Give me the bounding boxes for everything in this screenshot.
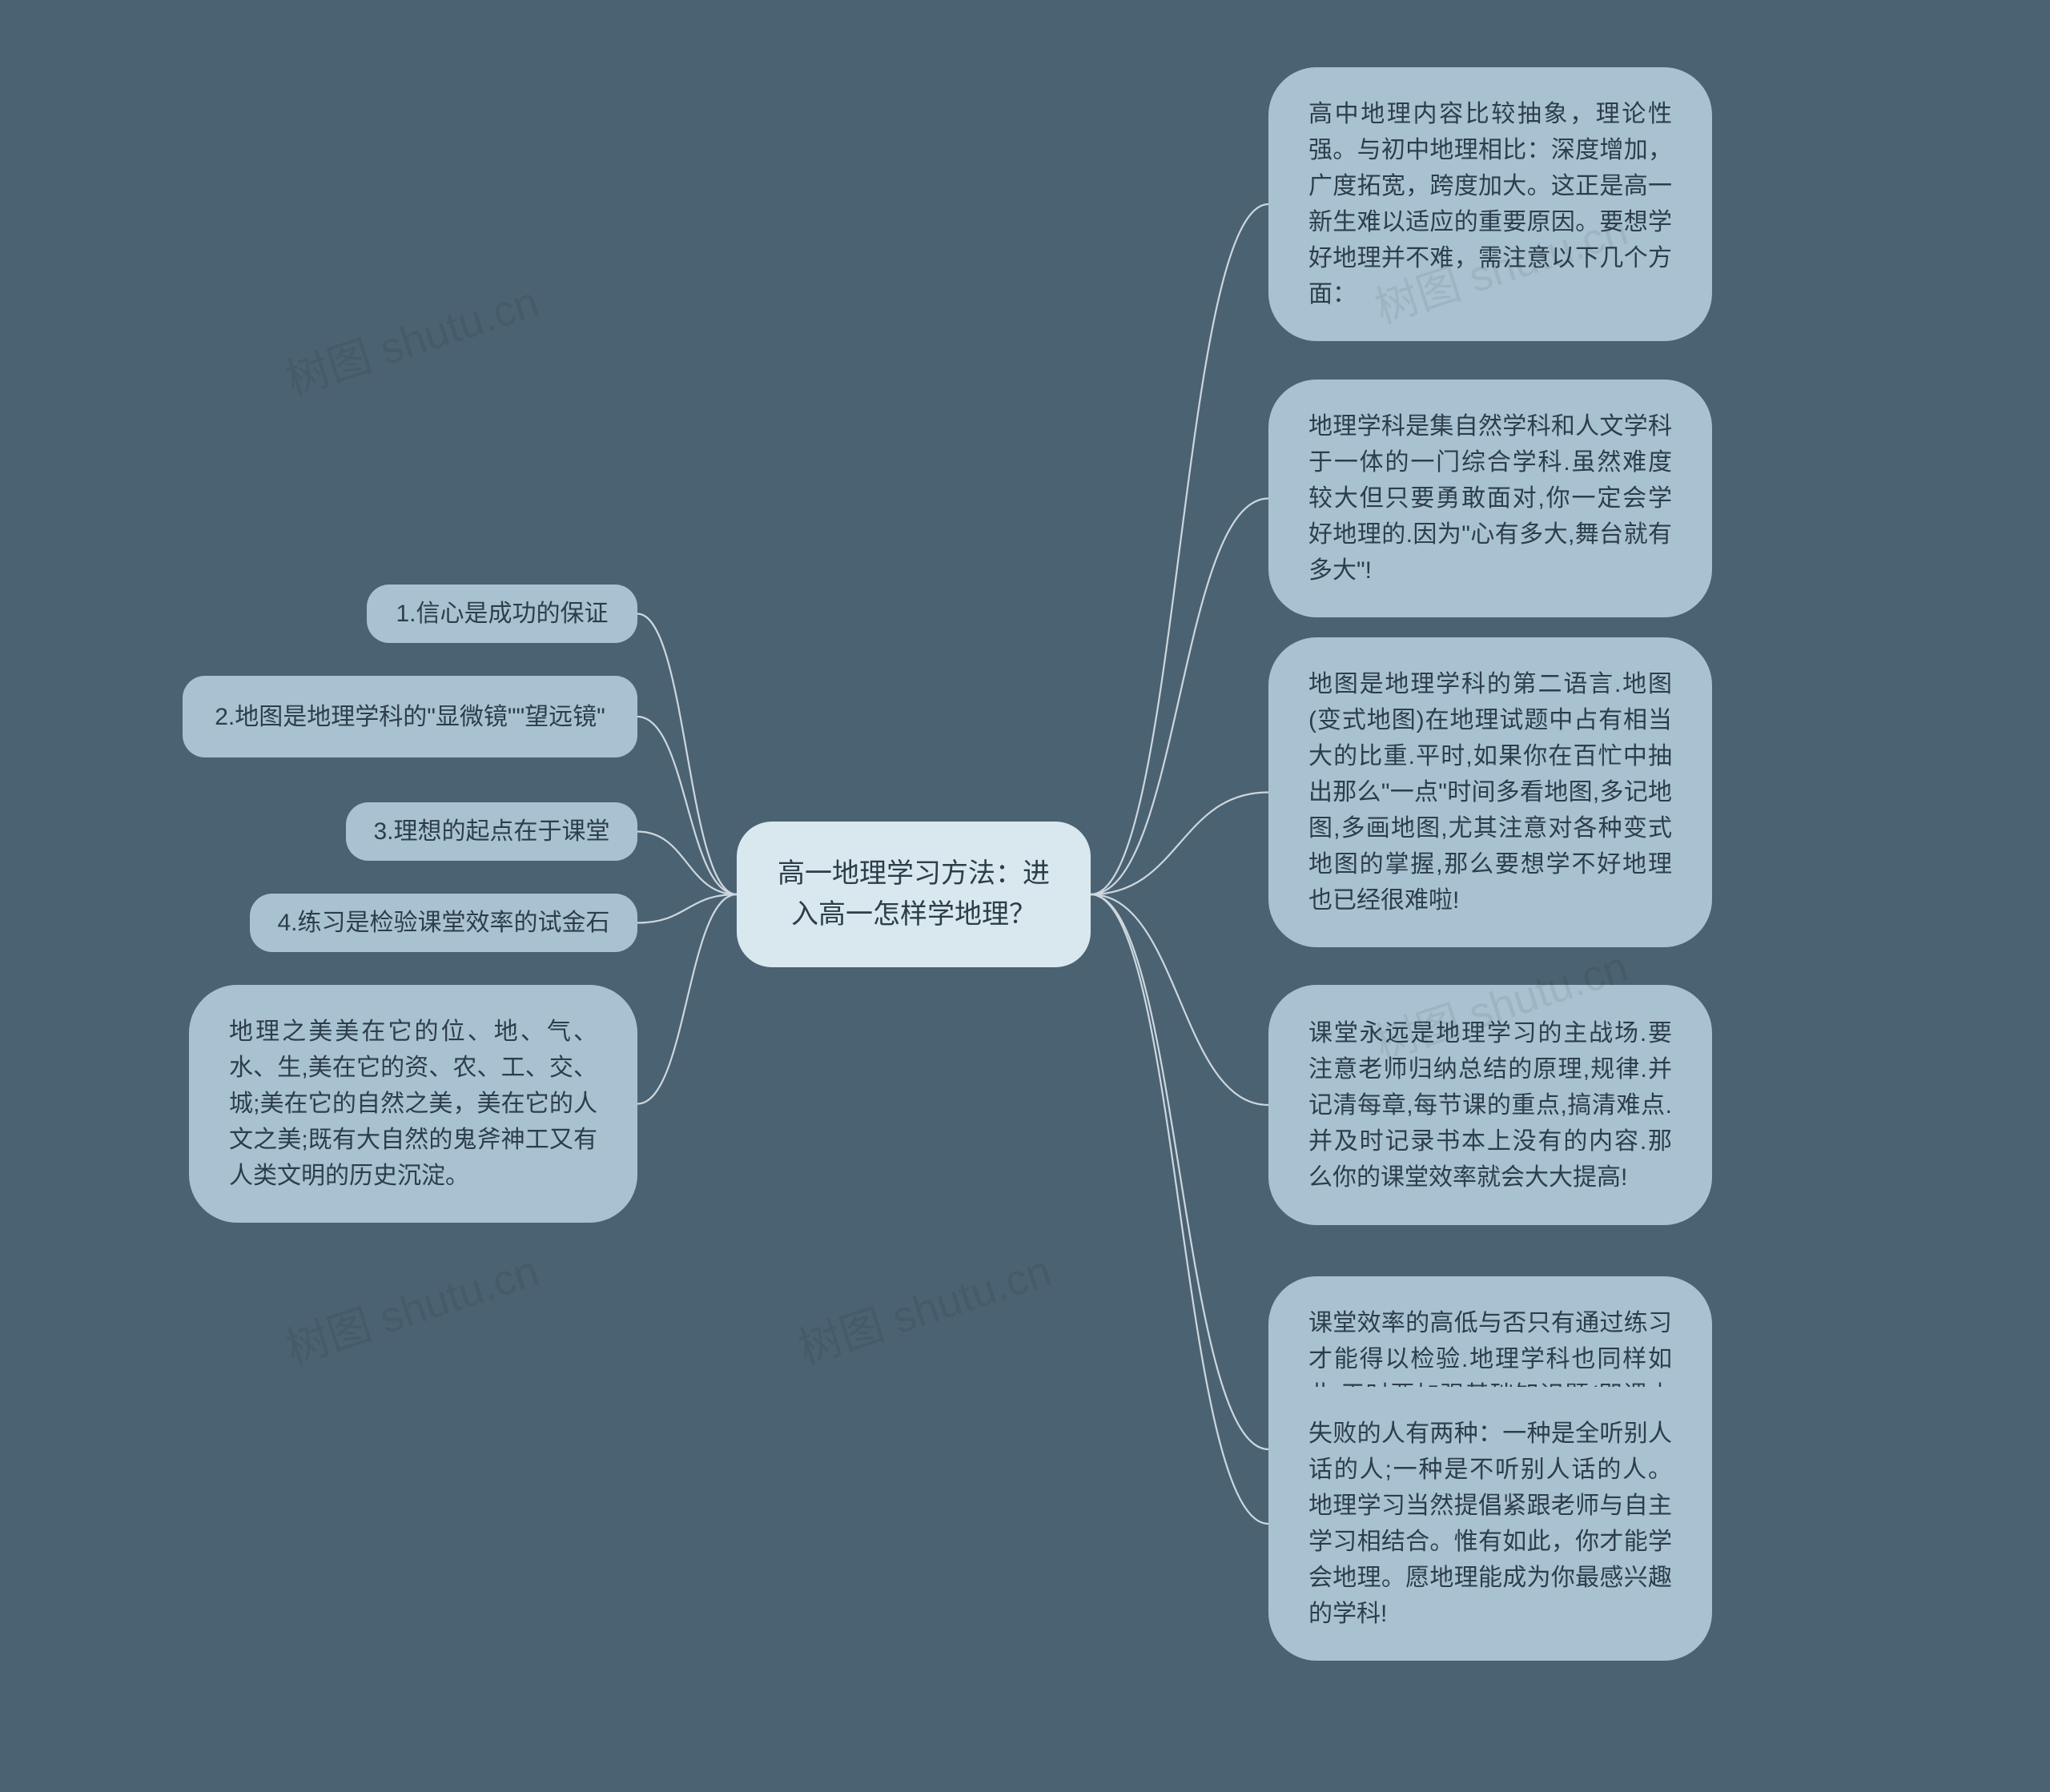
mindmap-node-l1: 1.信心是成功的保证 xyxy=(367,585,637,643)
mindmap-node-r3: 地图是地理学科的第二语言.地图(变式地图)在地理试题中占有相当大的比重.平时,如… xyxy=(1268,637,1712,947)
mindmap-node-text: 高中地理内容比较抽象，理论性强。与初中地理相比：深度增加，广度拓宽，跨度加大。这… xyxy=(1308,96,1672,312)
mindmap-node-r1: 高中地理内容比较抽象，理论性强。与初中地理相比：深度增加，广度拓宽，跨度加大。这… xyxy=(1268,67,1712,341)
mindmap-node-text: 地图是地理学科的第二语言.地图(变式地图)在地理试题中占有相当大的比重.平时,如… xyxy=(1308,666,1672,918)
watermark: 树图 shutu.cn xyxy=(277,267,546,408)
mindmap-node-r2: 地理学科是集自然学科和人文学科于一体的一门综合学科.虽然难度较大但只要勇敢面对,… xyxy=(1268,380,1712,617)
mindmap-node-text: 4.练习是检验课堂效率的试金石 xyxy=(277,905,609,941)
mindmap-node-text: 地理学科是集自然学科和人文学科于一体的一门综合学科.虽然难度较大但只要勇敢面对,… xyxy=(1308,408,1672,589)
mindmap-node-text: 3.理想的起点在于课堂 xyxy=(373,814,609,850)
mindmap-node-text: 2.地图是地理学科的"显微镜""望远镜" xyxy=(215,699,605,735)
mindmap-node-text: 失败的人有两种：一种是全听别人话的人;一种是不听别人话的人。地理学习当然提倡紧跟… xyxy=(1308,1416,1672,1632)
mindmap-node-text: 课堂永远是地理学习的主战场.要注意老师归纳总结的原理,规律.并记清每章,每节课的… xyxy=(1308,1015,1672,1195)
mindmap-node-l4: 4.练习是检验课堂效率的试金石 xyxy=(250,894,637,952)
center-node: 高一地理学习方法：进入高一怎样学地理？ xyxy=(737,822,1091,967)
mindmap-node-text: 1.信心是成功的保证 xyxy=(396,596,608,632)
mindmap-node-l2: 2.地图是地理学科的"显微镜""望远镜" xyxy=(183,676,637,757)
watermark: 树图 shutu.cn xyxy=(277,1236,546,1376)
center-node-text: 高一地理学习方法：进入高一怎样学地理？ xyxy=(766,854,1062,935)
mindmap-node-r6: 失败的人有两种：一种是全听别人话的人;一种是不听别人话的人。地理学习当然提倡紧跟… xyxy=(1268,1387,1712,1661)
mindmap-node-l3: 3.理想的起点在于课堂 xyxy=(346,802,637,861)
mindmap-node-text: 地理之美美在它的位、地、气、水、生,美在它的资、农、工、交、城;美在它的自然之美… xyxy=(229,1014,597,1194)
mindmap-node-r4: 课堂永远是地理学习的主战场.要注意老师归纳总结的原理,规律.并记清每章,每节课的… xyxy=(1268,985,1712,1225)
watermark: 树图 shutu.cn xyxy=(790,1236,1059,1376)
mindmap-node-l5: 地理之美美在它的位、地、气、水、生,美在它的资、农、工、交、城;美在它的自然之美… xyxy=(189,985,637,1223)
